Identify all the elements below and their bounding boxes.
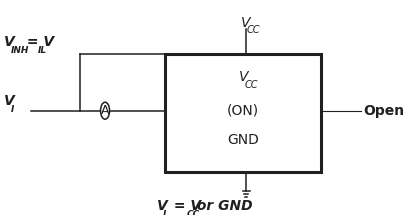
Text: V: V	[157, 199, 167, 213]
Text: V: V	[241, 16, 251, 30]
Text: = V: = V	[22, 35, 54, 49]
Text: I: I	[163, 210, 166, 215]
Text: I: I	[11, 105, 14, 114]
Text: V: V	[239, 70, 248, 84]
Text: = V: = V	[169, 199, 201, 213]
Text: CC: CC	[247, 25, 260, 35]
Text: (ON): (ON)	[227, 103, 259, 118]
Text: Open: Open	[363, 104, 405, 118]
Text: A: A	[101, 104, 109, 117]
Text: GND: GND	[227, 133, 259, 147]
Bar	[165, 54, 321, 172]
Text: or GND: or GND	[192, 199, 252, 213]
Text: V: V	[4, 94, 15, 108]
Text: INH: INH	[11, 46, 29, 55]
Text: CC: CC	[187, 210, 200, 215]
Text: V: V	[4, 35, 15, 49]
Text: IL: IL	[38, 46, 47, 55]
Ellipse shape	[101, 102, 110, 119]
Text: CC: CC	[245, 80, 259, 90]
